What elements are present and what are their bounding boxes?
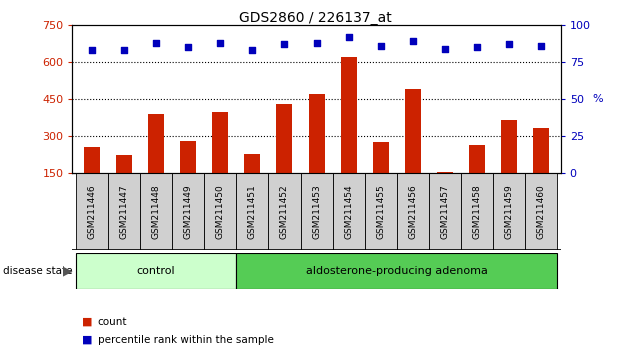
Bar [405,89,421,173]
Bar [148,114,164,173]
Bar [277,104,292,173]
Text: GSM211460: GSM211460 [537,184,546,239]
Text: GSM211454: GSM211454 [344,184,353,239]
Text: GSM211453: GSM211453 [312,184,321,239]
Bar [172,173,204,250]
Point [119,47,129,53]
Bar [108,173,140,250]
Bar [501,120,517,173]
Text: GSM211450: GSM211450 [215,184,225,239]
Bar [140,173,172,250]
Point [312,40,322,45]
Bar [437,172,453,173]
Text: GSM211446: GSM211446 [87,184,96,239]
Point [472,44,482,50]
Point [504,41,514,47]
Point [440,46,450,51]
Text: GSM211449: GSM211449 [183,184,193,239]
Text: GDS2860 / 226137_at: GDS2860 / 226137_at [239,11,391,25]
Text: aldosterone-producing adenoma: aldosterone-producing adenoma [306,266,488,276]
Bar [461,173,493,250]
Bar [116,155,132,173]
Point [248,47,258,53]
Bar [373,142,389,173]
Bar [212,112,228,173]
Bar [534,127,549,173]
Point [375,43,386,48]
Bar [84,147,100,173]
Point [151,40,161,45]
Bar [397,173,429,250]
Text: GSM211456: GSM211456 [408,184,418,239]
Text: GSM211459: GSM211459 [505,184,514,239]
Bar [341,57,357,173]
Text: GSM211448: GSM211448 [151,184,161,239]
Point [215,40,226,45]
Text: GSM211455: GSM211455 [376,184,386,239]
Point [408,38,418,44]
Point [87,47,97,53]
Bar [180,141,196,173]
Text: count: count [98,317,127,327]
Text: GSM211447: GSM211447 [119,184,129,239]
Point [280,41,290,47]
Bar [244,154,260,173]
Bar [236,253,558,289]
Bar [76,253,236,289]
Bar [469,145,485,173]
Text: GSM211457: GSM211457 [440,184,450,239]
Bar [301,173,333,250]
Y-axis label: %: % [592,94,603,104]
Bar [429,173,461,250]
Bar [268,173,301,250]
Point [343,34,353,40]
Text: ▶: ▶ [63,264,73,277]
Text: control: control [137,266,175,276]
Text: disease state: disease state [3,266,72,276]
Text: GSM211452: GSM211452 [280,184,289,239]
Bar [333,173,365,250]
Point [183,44,193,50]
Bar [365,173,397,250]
Bar [204,173,236,250]
Bar [76,173,108,250]
Bar [236,173,268,250]
Text: percentile rank within the sample: percentile rank within the sample [98,335,273,345]
Point [536,43,546,48]
Bar [493,173,525,250]
Text: ■: ■ [82,335,93,345]
Bar [525,173,558,250]
Bar [309,94,324,173]
Text: ■: ■ [82,317,93,327]
Text: GSM211451: GSM211451 [248,184,257,239]
Text: GSM211458: GSM211458 [472,184,482,239]
